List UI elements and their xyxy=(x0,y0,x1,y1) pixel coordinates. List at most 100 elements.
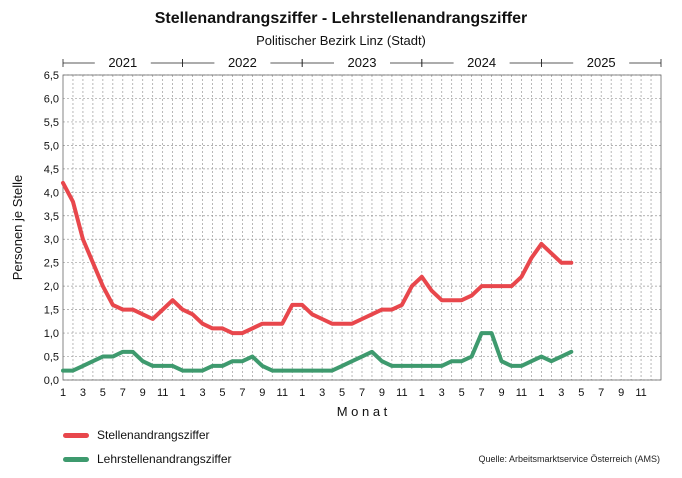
data-point-stellenandrang xyxy=(131,308,135,312)
data-point-lehrstellenandrang xyxy=(450,359,454,363)
data-point-lehrstellenandrang xyxy=(420,364,424,368)
data-point-stellenandrang xyxy=(460,298,464,302)
data-point-lehrstellenandrang xyxy=(410,364,414,368)
chart-title: Stellenandrangsziffer - Lehrstellenandra… xyxy=(154,10,528,27)
x-tick-label: 7 xyxy=(120,387,126,399)
x-tick-label: 1 xyxy=(60,387,66,399)
year-label: 2023 xyxy=(348,55,377,70)
data-point-stellenandrang xyxy=(559,261,563,265)
x-tick-label: 7 xyxy=(239,387,245,399)
data-point-lehrstellenandrang xyxy=(470,354,474,359)
x-tick-label: 1 xyxy=(180,387,186,399)
data-point-stellenandrang xyxy=(81,237,85,241)
x-tick-label: 5 xyxy=(100,387,106,399)
data-point-lehrstellenandrang xyxy=(71,369,75,373)
data-point-lehrstellenandrang xyxy=(61,369,65,373)
data-point-stellenandrang xyxy=(91,261,95,265)
data-point-stellenandrang xyxy=(450,298,454,302)
x-tick-label: 11 xyxy=(277,387,288,399)
x-tick-label: 1 xyxy=(419,387,425,399)
year-label: 2024 xyxy=(467,55,496,70)
data-point-lehrstellenandrang xyxy=(260,364,264,368)
data-point-lehrstellenandrang xyxy=(460,359,464,363)
y-tick-label: 4,0 xyxy=(44,187,59,199)
x-tick-label: 7 xyxy=(479,387,485,399)
data-point-stellenandrang xyxy=(440,298,444,302)
data-point-stellenandrang xyxy=(310,312,314,316)
data-point-stellenandrang xyxy=(489,284,494,288)
data-point-stellenandrang xyxy=(529,256,534,260)
data-point-lehrstellenandrang xyxy=(529,359,534,363)
data-point-stellenandrang xyxy=(380,308,384,312)
data-point-stellenandrang xyxy=(340,322,344,326)
data-point-lehrstellenandrang xyxy=(539,354,544,359)
data-point-stellenandrang xyxy=(270,322,274,326)
legend-label-stellenandrang: Stellenandrangsziffer xyxy=(97,428,210,442)
data-point-lehrstellenandrang xyxy=(310,369,314,373)
x-tick-label: 1 xyxy=(299,387,305,399)
data-point-lehrstellenandrang xyxy=(220,364,225,368)
data-point-stellenandrang xyxy=(151,317,155,321)
data-point-lehrstellenandrang xyxy=(499,359,504,363)
year-label: 2022 xyxy=(228,55,257,70)
data-point-lehrstellenandrang xyxy=(290,369,294,373)
x-tick-label: 5 xyxy=(339,387,345,399)
data-point-lehrstellenandrang xyxy=(190,369,195,373)
data-point-lehrstellenandrang xyxy=(240,359,244,363)
data-point-lehrstellenandrang xyxy=(489,331,494,335)
data-point-stellenandrang xyxy=(220,326,225,330)
source-note: Quelle: Arbeitsmarktservice Österreich (… xyxy=(478,454,660,464)
x-tick-label: 3 xyxy=(558,387,564,399)
plot-frame xyxy=(62,74,662,381)
x-tick-label: 11 xyxy=(157,387,168,399)
data-point-lehrstellenandrang xyxy=(519,364,524,368)
data-point-stellenandrang xyxy=(430,289,434,293)
y-tick-label: 5,0 xyxy=(44,140,59,152)
y-tick-label: 4,5 xyxy=(44,164,59,176)
data-point-stellenandrang xyxy=(61,181,65,185)
data-point-stellenandrang xyxy=(480,284,484,288)
x-tick-label: 3 xyxy=(439,387,445,399)
y-tick-label: 1,0 xyxy=(44,328,59,340)
data-point-lehrstellenandrang xyxy=(350,359,354,363)
data-point-stellenandrang xyxy=(330,322,334,326)
data-point-lehrstellenandrang xyxy=(509,364,514,368)
data-point-lehrstellenandrang xyxy=(330,369,334,373)
data-point-lehrstellenandrang xyxy=(480,331,484,335)
data-point-lehrstellenandrang xyxy=(559,354,563,359)
x-tick-label: 9 xyxy=(498,387,504,399)
data-point-stellenandrang xyxy=(121,308,125,312)
data-point-stellenandrang xyxy=(200,322,205,326)
data-point-lehrstellenandrang xyxy=(360,354,364,359)
y-axis-title: Personen je Stelle xyxy=(10,175,25,281)
data-point-stellenandrang xyxy=(320,317,324,321)
data-point-stellenandrang xyxy=(300,303,304,307)
x-tick-label: 9 xyxy=(140,387,146,399)
data-point-lehrstellenandrang xyxy=(210,364,215,368)
data-point-lehrstellenandrang xyxy=(440,364,444,368)
data-point-lehrstellenandrang xyxy=(390,364,394,368)
data-point-stellenandrang xyxy=(509,284,514,288)
data-point-stellenandrang xyxy=(470,293,474,298)
data-point-lehrstellenandrang xyxy=(151,364,155,368)
data-point-lehrstellenandrang xyxy=(200,369,205,373)
data-point-stellenandrang xyxy=(420,275,424,279)
data-point-lehrstellenandrang xyxy=(300,369,304,373)
data-point-stellenandrang xyxy=(569,261,573,265)
data-point-lehrstellenandrang xyxy=(230,359,235,363)
data-point-lehrstellenandrang xyxy=(141,359,145,363)
x-tick-label: 5 xyxy=(459,387,465,399)
data-point-stellenandrang xyxy=(280,322,284,326)
data-point-stellenandrang xyxy=(519,275,524,279)
x-tick-label: 5 xyxy=(578,387,584,399)
series-line-stellenandrang xyxy=(61,180,574,336)
x-tick-label: 11 xyxy=(516,387,527,399)
data-point-stellenandrang xyxy=(141,312,145,316)
data-point-lehrstellenandrang xyxy=(181,369,185,373)
data-point-lehrstellenandrang xyxy=(171,364,175,368)
data-point-lehrstellenandrang xyxy=(101,354,105,359)
data-point-stellenandrang xyxy=(240,331,244,335)
data-point-stellenandrang xyxy=(539,242,544,246)
data-point-stellenandrang xyxy=(190,312,195,316)
